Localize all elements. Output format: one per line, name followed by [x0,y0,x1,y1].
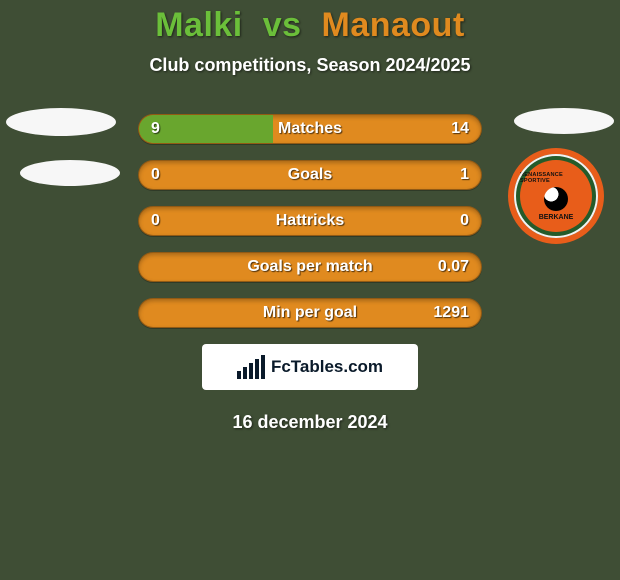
stat-label: Hattricks [139,207,481,235]
stat-right-value: 14 [451,115,469,143]
stat-right-value: 1 [460,161,469,189]
stat-row-goals: 0Goals1 [138,160,482,190]
stat-label: Min per goal [139,299,481,327]
stat-right-value: 0.07 [438,253,469,281]
player1-name: Malki [155,6,243,44]
placeholder-ellipse [514,108,614,134]
stat-right-value: 1291 [433,299,469,327]
stat-label: Matches [139,115,481,143]
comparison-card: Malki vs Manaout Club competitions, Seas… [0,0,620,580]
card-date: 16 december 2024 [0,412,620,433]
brand-text: FcTables.com [271,357,383,377]
vs-word: vs [263,6,302,44]
placeholder-ellipse [20,160,120,186]
stat-row-gpm: Goals per match0.07 [138,252,482,282]
placeholder-ellipse [6,108,116,136]
stat-right-value: 0 [460,207,469,235]
stat-row-matches: 9Matches14 [138,114,482,144]
stat-row-hattricks: 0Hattricks0 [138,206,482,236]
stats-stage: RENAISSANCE SPORTIVE BERKANE 9Matches14 0… [0,114,620,433]
player2-avatar-area: RENAISSANCE SPORTIVE BERKANE [508,108,614,244]
player1-avatar-area [6,108,120,186]
stat-rows: 9Matches140Goals10Hattricks0Goals per ma… [138,114,482,328]
card-title: Malki vs Manaout [0,6,620,45]
player2-name: Manaout [322,6,465,44]
brand-bars-icon [237,355,265,379]
stat-row-mpg: Min per goal1291 [138,298,482,328]
stat-label: Goals [139,161,481,189]
football-icon [544,187,568,211]
brand-badge: FcTables.com [202,344,418,390]
stat-label: Goals per match [139,253,481,281]
club-crest: RENAISSANCE SPORTIVE BERKANE [508,148,604,244]
card-subtitle: Club competitions, Season 2024/2025 [0,55,620,76]
